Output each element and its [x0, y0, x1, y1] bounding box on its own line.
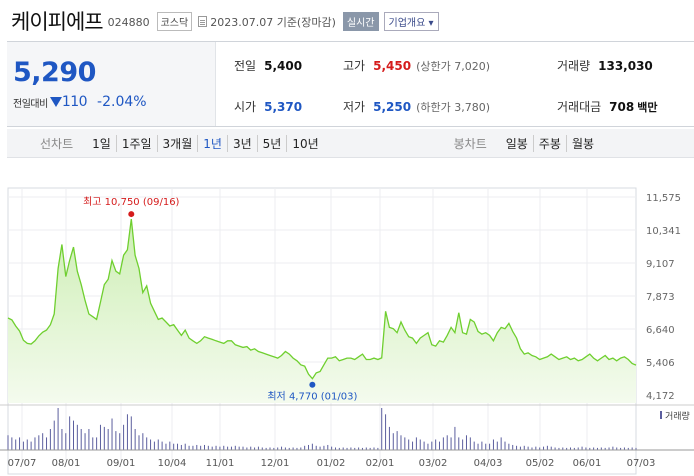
down-arrow-icon — [49, 97, 62, 107]
x-tick-label: 02/01 — [366, 458, 395, 469]
high-marker — [128, 211, 135, 218]
market-badge: 코스닥 — [156, 12, 193, 31]
x-tick-label: 03/02 — [419, 458, 448, 469]
x-tick-label: 04/03 — [474, 458, 503, 469]
line-period-tab-6[interactable]: 10년 — [286, 134, 323, 152]
volume-value: 133,030 — [598, 59, 653, 73]
low-price: 저가 5,250 (하한가 3,780) — [343, 98, 490, 115]
open-value: 5,370 — [264, 100, 303, 114]
trade-amount: 거래대금 708 백만 — [557, 98, 657, 115]
open-label: 시가 — [234, 100, 257, 114]
y-tick-label: 10,341 — [646, 226, 681, 237]
low-annotation: 최저 4,770 (01/03) — [267, 391, 357, 403]
price-line — [7, 219, 637, 380]
quote-box: 5,290 전일대비 110 -2.04% 전일 5,400 고가 5,450 … — [7, 41, 694, 127]
candle-period-tab-2[interactable]: 월봉 — [565, 134, 599, 152]
volume-label: 거래량 — [557, 59, 591, 73]
low-marker — [309, 381, 316, 388]
high-label: 고가 — [343, 59, 366, 73]
high-annotation: 최고 10,750 (09/16) — [83, 196, 179, 208]
realtime-button[interactable]: 실시간 — [342, 12, 379, 31]
x-tick-label: 07/07 — [8, 458, 37, 469]
stock-code: 024880 — [107, 15, 150, 29]
x-tick-label: 09/01 — [107, 458, 136, 469]
change-rate: -2.04% — [97, 94, 147, 110]
y-tick-label: 6,640 — [646, 325, 675, 336]
price-chart: 11,575 10,341 9,107 7,873 6,640 5,406 4,172 07/… — [0, 170, 694, 476]
x-tick-label: 10/04 — [158, 458, 187, 469]
line-period-tab-3[interactable]: 1년 — [197, 134, 227, 152]
low-label: 저가 — [343, 100, 366, 114]
candle-period-tab-1[interactable]: 주봉 — [532, 134, 566, 152]
period-bar: 선차트 1일 1주일 3개월 1년 3년 5년 10년 봉차트 일봉 주봉 월봉 — [7, 129, 694, 158]
lower-limit: (하한가 3,780) — [416, 101, 490, 114]
candle-period-tabs: 일봉 주봉 월봉 — [501, 134, 599, 152]
current-price: 5,290 — [13, 57, 96, 88]
high-price: 고가 5,450 (상한가 7,020) — [343, 57, 490, 74]
change-row: 전일대비 110 -2.04% — [13, 94, 147, 110]
x-tick-label: 01/02 — [317, 458, 346, 469]
prev-close-label: 전일 — [234, 59, 257, 73]
volume-legend-icon — [660, 411, 662, 419]
open-price: 시가 5,370 — [234, 98, 302, 115]
amount-label: 거래대금 — [557, 100, 602, 114]
prev-close-value: 5,400 — [264, 59, 303, 73]
amount-unit: 백만 — [637, 101, 658, 114]
high-value: 5,450 — [373, 59, 412, 73]
as-of-date: 2023.07.07 기준(장마감) — [210, 15, 336, 29]
line-period-tab-0[interactable]: 1일 — [92, 136, 111, 151]
change-value: 110 — [61, 94, 88, 110]
y-tick-label: 4,172 — [646, 391, 675, 402]
volume-legend-label: 거래량 — [665, 410, 690, 422]
change-label: 전일대비 — [13, 98, 48, 110]
y-tick-label: 11,575 — [646, 193, 681, 204]
line-period-tab-5[interactable]: 5년 — [256, 134, 287, 152]
x-tick-label: 12/01 — [261, 458, 290, 469]
line-period-tab-1[interactable]: 1주일 — [115, 134, 157, 152]
candle-chart-title: 봉차트 — [453, 136, 487, 151]
x-tick-label: 08/01 — [52, 458, 81, 469]
y-tick-label: 5,406 — [646, 358, 675, 369]
price-area — [8, 219, 636, 403]
x-tick-label: 11/01 — [206, 458, 235, 469]
line-period-tab-2[interactable]: 3개월 — [156, 134, 198, 152]
line-period-tabs: 1일 1주일 3개월 1년 3년 5년 10년 — [87, 134, 324, 152]
y-tick-label: 9,107 — [646, 259, 675, 270]
stock-header: 케이피에프 024880 코스닥 2023.07.07 기준(장마감) 실시간 … — [0, 0, 694, 41]
price-chart-svg: 11,575 10,341 9,107 7,873 6,640 5,406 4,172 07/… — [0, 187, 694, 475]
price-panel: 5,290 전일대비 110 -2.04% — [7, 42, 216, 126]
candle-period-tab-0[interactable]: 일봉 — [505, 136, 528, 151]
upper-limit: (상한가 7,020) — [416, 60, 490, 73]
x-tick-label: 06/01 — [573, 458, 602, 469]
low-value: 5,250 — [373, 100, 412, 114]
x-tick-label: 07/03 — [627, 458, 656, 469]
y-tick-label: 7,873 — [646, 292, 675, 303]
line-chart-title: 선차트 — [40, 136, 74, 151]
company-info-button[interactable]: 기업개요 ▾ — [383, 12, 439, 31]
stock-name: 케이피에프 — [11, 9, 104, 34]
document-icon[interactable] — [198, 16, 208, 27]
prev-close: 전일 5,400 — [234, 57, 302, 74]
amount-value: 708 — [609, 100, 635, 114]
x-tick-label: 05/02 — [526, 458, 555, 469]
volume: 거래량 133,030 — [557, 57, 653, 74]
line-period-tab-4[interactable]: 3년 — [226, 134, 257, 152]
